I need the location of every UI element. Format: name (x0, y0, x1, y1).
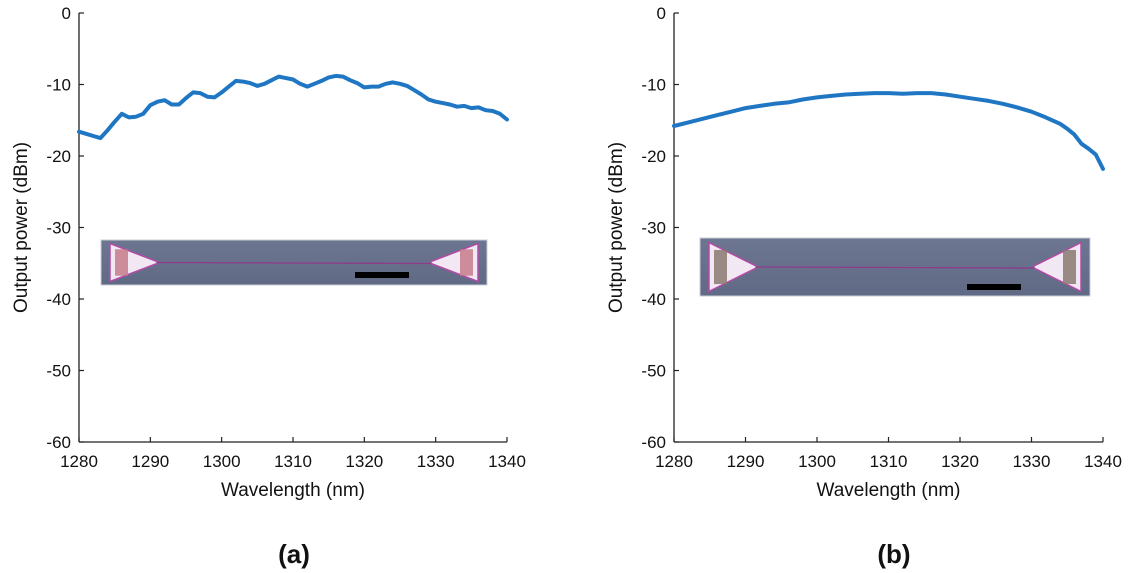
y-tick-label: 0 (62, 4, 71, 23)
x-tick-label: 1290 (131, 452, 169, 471)
y-tick-label: -60 (46, 433, 71, 452)
y-tick-label: -20 (641, 147, 666, 166)
scale-bar (967, 284, 1021, 290)
x-tick-label: 1300 (203, 452, 241, 471)
x-tick-label: 1310 (870, 452, 908, 471)
x-tick-label: 1300 (798, 452, 836, 471)
x-tick-label: 1280 (60, 452, 98, 471)
scale-bar (355, 272, 409, 278)
y-tick-label: -50 (46, 362, 71, 381)
y-axis-label: Output power (dBm) (11, 142, 32, 313)
y-tick-label: -60 (641, 433, 666, 452)
waveguide-line (156, 261, 432, 265)
panel-caption: (b) (877, 539, 910, 569)
y-tick-label: -30 (46, 219, 71, 238)
x-tick-label: 1320 (941, 452, 979, 471)
inset-microscope-image (699, 237, 1091, 297)
y-tick-label: -10 (641, 76, 666, 95)
x-tick-label: 1330 (1013, 452, 1051, 471)
x-axis-label: Wavelength (nm) (221, 480, 365, 501)
x-tick-label: 1320 (345, 452, 383, 471)
y-tick-label: -30 (641, 219, 666, 238)
x-tick-label: 1280 (655, 452, 693, 471)
x-tick-label: 1340 (1084, 452, 1122, 471)
y-tick-label: -50 (641, 362, 666, 381)
x-tick-label: 1340 (488, 452, 526, 471)
y-tick-label: -20 (46, 147, 71, 166)
waveguide-line (755, 266, 1035, 269)
y-axis-label: Output power (dBm) (606, 142, 627, 313)
x-tick-label: 1330 (417, 452, 455, 471)
x-tick-label: 1310 (274, 452, 312, 471)
panel-a: 1280 1290 1300 1310 1320 1330 1340 0 -10 -20 -30 -4… (11, 4, 526, 569)
series-line (672, 91, 1105, 171)
x-tick-label: 1290 (727, 452, 765, 471)
y-tick-label: -10 (46, 76, 71, 95)
x-axis-label: Wavelength (nm) (817, 480, 961, 501)
inset-microscope-image (100, 239, 488, 286)
y-tick-label: 0 (657, 4, 666, 23)
y-tick-label: -40 (641, 290, 666, 309)
panel-caption: (a) (278, 539, 310, 569)
series-line (77, 73, 509, 141)
panel-b: 1280 1290 1300 1310 1320 1330 1340 0 -10 -20 -30 -4… (606, 4, 1122, 569)
y-tick-label: -40 (46, 290, 71, 309)
